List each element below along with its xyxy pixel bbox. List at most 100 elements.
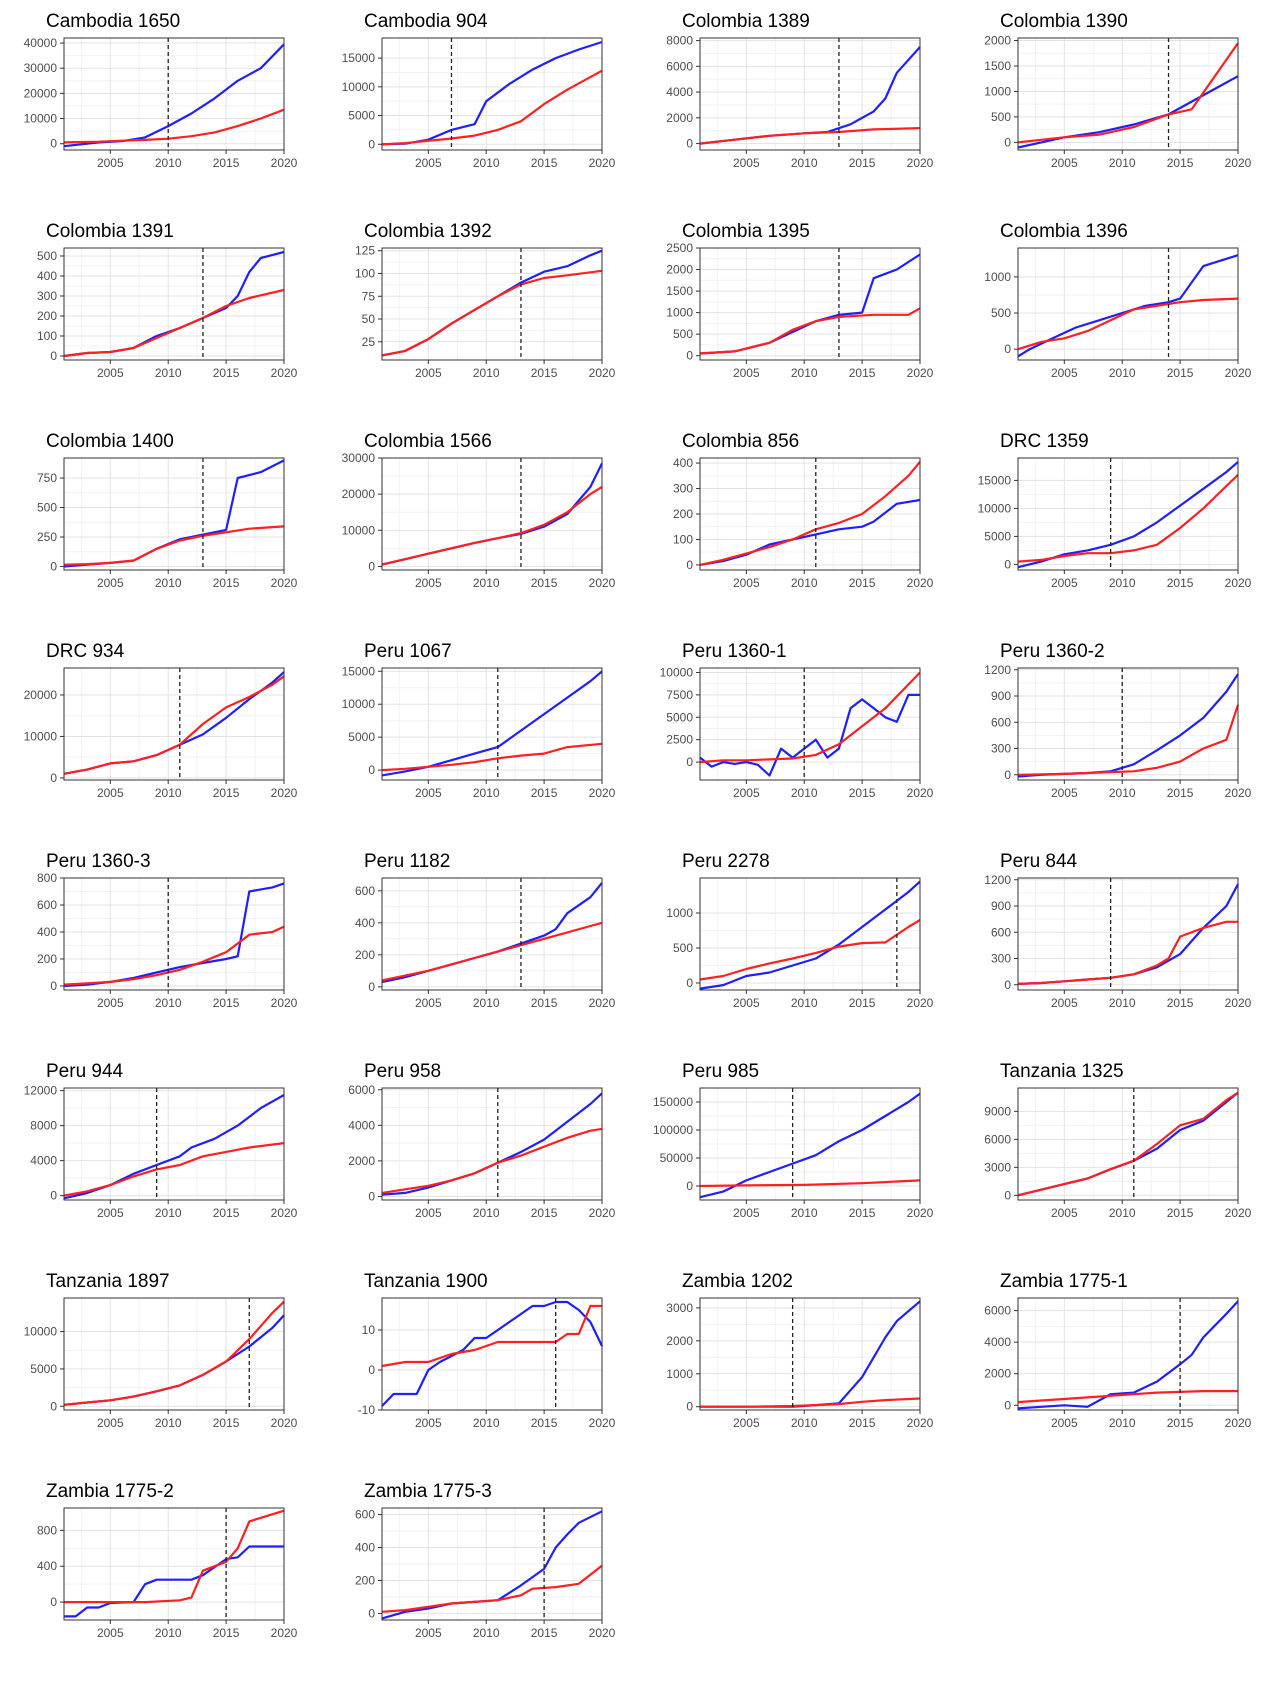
- chart-title: DRC 934: [46, 641, 125, 662]
- plot-border: [1017, 37, 1239, 151]
- chart-title: Colombia 856: [682, 431, 799, 452]
- x-tick-label: 2015: [1167, 366, 1194, 380]
- chart-panel: Peru 844 0 300 600 900 1200 2005 2010 2015 2020: [956, 842, 1271, 1054]
- x-tick-label: 2010: [155, 156, 182, 170]
- chart-svg: Cambodia 1650 0 10000 20000 30000 40000 2005 20…: [24, 11, 298, 170]
- chart-svg: Colombia 1395 0 500 1000 1500 2000 2500 2005 201…: [666, 221, 933, 380]
- series-line-red: [699, 919, 921, 981]
- y-tick-label: 10000: [660, 665, 694, 679]
- x-tick-label: 2010: [155, 786, 182, 800]
- y-tick-label: 800: [37, 1523, 57, 1537]
- y-tick-label: 50000: [660, 1151, 694, 1165]
- plot-border: [699, 37, 921, 151]
- x-tick-label: 2020: [1225, 576, 1252, 590]
- chart-svg: Peru 958 0 2000 4000 6000 2005 2010 2015 2020: [348, 1061, 615, 1220]
- series-line-blue: [381, 1510, 603, 1620]
- x-tick-label: 2015: [1167, 786, 1194, 800]
- y-tick-label: 5000: [30, 1362, 57, 1376]
- x-tick-label: 2020: [1225, 1416, 1252, 1430]
- x-tick-label: 2005: [97, 156, 124, 170]
- y-tick-label: 200: [673, 507, 693, 521]
- x-tick-label: 2005: [733, 996, 760, 1010]
- x-tick-label: 2015: [213, 366, 240, 380]
- y-tick-label: 10: [362, 1323, 376, 1337]
- chart-svg: Peru 1360-1 0 2500 5000 7500 10000 2005 2010 201…: [660, 641, 934, 800]
- y-tick-label: 0: [686, 137, 693, 151]
- x-tick-label: 2005: [415, 996, 442, 1010]
- y-tick-label: 4000: [984, 1335, 1011, 1349]
- chart-svg: Peru 1067 0 5000 10000 15000 2005 2010 2015 2020: [342, 641, 616, 800]
- x-tick-label: 2005: [415, 786, 442, 800]
- series-line-blue: [1017, 75, 1239, 149]
- y-tick-label: 600: [37, 898, 57, 912]
- x-tick-label: 2020: [589, 366, 616, 380]
- y-tick-label: 0: [1004, 342, 1011, 356]
- chart-title: DRC 1359: [1000, 431, 1089, 452]
- chart-title: Peru 2278: [682, 851, 770, 872]
- y-tick-label: 8000: [666, 34, 693, 48]
- y-tick-label: 500: [37, 249, 57, 263]
- y-tick-label: 0: [50, 349, 57, 363]
- x-tick-label: 2010: [791, 786, 818, 800]
- y-tick-label: 500: [991, 306, 1011, 320]
- series-line-blue: [699, 498, 921, 566]
- y-tick-label: 0: [368, 1189, 375, 1203]
- x-tick-label: 2005: [415, 1626, 442, 1640]
- x-tick-label: 2010: [1109, 786, 1136, 800]
- chart-svg: Tanzania 1897 0 5000 10000 2005 2010 2015 2020: [24, 1271, 298, 1430]
- plot-border: [1017, 457, 1239, 571]
- plot-border: [381, 877, 603, 991]
- chart-panel: Zambia 1775-1 0 2000 4000 6000 2005 2010 2015 20…: [956, 1262, 1271, 1474]
- plot-border: [699, 877, 921, 991]
- chart-title: Tanzania 1900: [364, 1271, 488, 1292]
- y-tick-label: 4000: [666, 85, 693, 99]
- x-tick-label: 2010: [473, 996, 500, 1010]
- y-tick-label: 0: [50, 1189, 57, 1203]
- y-tick-label: 25: [362, 335, 376, 349]
- series-line-blue: [1017, 883, 1239, 985]
- series-line-blue: [63, 459, 285, 568]
- series-line-red: [699, 671, 921, 764]
- x-tick-label: 2015: [531, 996, 558, 1010]
- y-tick-label: 300: [673, 482, 693, 496]
- chart-svg: Colombia 1400 0 250 500 750 2005 2010 2015 2020: [37, 431, 298, 590]
- x-tick-label: 2015: [531, 786, 558, 800]
- plot-border: [1017, 1087, 1239, 1201]
- y-tick-label: 0: [368, 137, 375, 151]
- x-tick-label: 2020: [1225, 156, 1252, 170]
- series-line-red: [699, 461, 921, 566]
- x-tick-label: 2005: [1051, 1416, 1078, 1430]
- y-tick-label: 150000: [653, 1095, 693, 1109]
- series-line-blue: [700, 1300, 921, 1408]
- y-tick-label: 0: [1004, 557, 1011, 571]
- y-tick-label: 125: [355, 244, 375, 258]
- series-line-blue: [381, 249, 603, 357]
- x-tick-label: 2005: [415, 1416, 442, 1430]
- x-tick-label: 2005: [733, 366, 760, 380]
- x-tick-label: 2010: [1109, 1206, 1136, 1220]
- y-tick-label: 0: [368, 763, 375, 777]
- y-tick-label: 30000: [342, 451, 376, 465]
- series-line-red: [699, 127, 921, 145]
- chart-svg: Colombia 1396 0 500 1000 2005 2010 2015 2020: [984, 221, 1251, 380]
- y-tick-label: 2500: [666, 241, 693, 255]
- series-line-red: [381, 1304, 602, 1368]
- x-tick-label: 2020: [271, 366, 298, 380]
- x-tick-label: 2010: [473, 156, 500, 170]
- x-tick-label: 2015: [531, 1206, 558, 1220]
- plot-border: [63, 247, 285, 361]
- y-tick-label: 0: [1004, 1398, 1011, 1412]
- x-tick-label: 2015: [531, 156, 558, 170]
- y-tick-label: 30000: [24, 61, 58, 75]
- y-tick-label: 1000: [984, 270, 1011, 284]
- x-tick-label: 2010: [1109, 1416, 1136, 1430]
- chart-svg: Peru 1182 0 200 400 600 2005 2010 2015 2020: [355, 851, 616, 1010]
- y-tick-label: 200: [355, 948, 375, 962]
- y-tick-label: 0: [50, 137, 57, 151]
- chart-svg: Cambodia 904 0 5000 10000 15000 2005 2010 2015 2…: [342, 11, 616, 170]
- chart-panel: Colombia 1395 0 500 1000 1500 2000 2500 2005 201…: [638, 212, 956, 424]
- chart-title: Colombia 1566: [364, 431, 492, 452]
- x-tick-label: 2005: [1051, 786, 1078, 800]
- y-tick-label: 500: [37, 501, 57, 515]
- chart-panel: Tanzania 1897 0 5000 10000 2005 2010 2015 2020: [2, 1262, 320, 1474]
